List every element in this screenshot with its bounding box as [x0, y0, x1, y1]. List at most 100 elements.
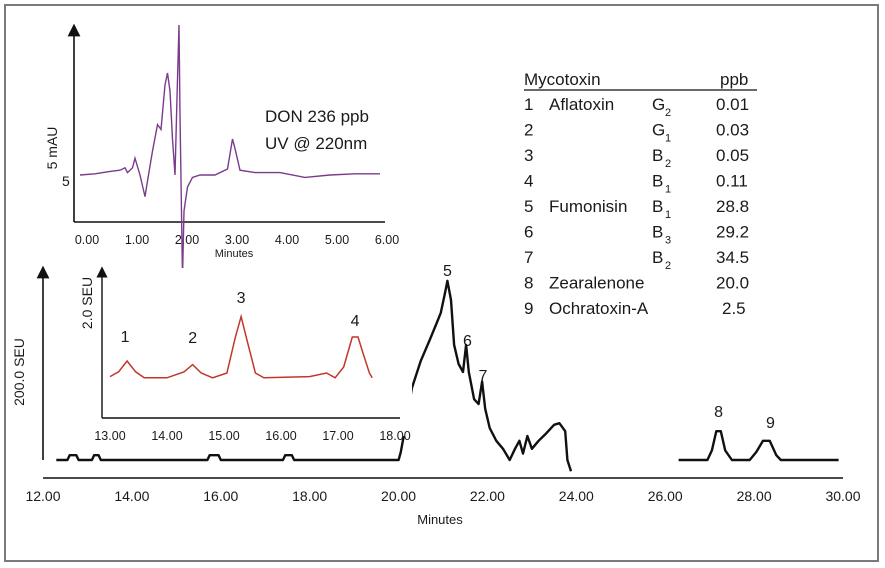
main-x-tick-label: 16.00	[203, 488, 238, 504]
main-x-tick-labels: 12.00 14.00 16.00 18.00 20.00 22.00 24.00 26.00…	[25, 488, 860, 504]
seu-peak-label: 1	[121, 329, 130, 346]
table-header-ppb: ppb	[720, 70, 748, 89]
seu-x-tick-label: 18.00	[379, 429, 410, 443]
main-y-axis-title: 200.0 SEU	[11, 338, 27, 406]
table-row-name: Aflatoxin	[549, 95, 614, 114]
seu-peak-label: 3	[237, 290, 246, 307]
table-row-form: B	[652, 146, 663, 165]
seu-x-tick-label: 14.00	[151, 429, 182, 443]
seu-x-tick-label: 17.00	[322, 429, 353, 443]
main-peak-label: 5	[443, 263, 452, 280]
don-x-tick-label: 6.00	[375, 233, 399, 247]
table-row: 3 B 2 0.05	[524, 146, 749, 170]
table-row: 8 Zearalenone 20.0	[524, 274, 749, 293]
don-x-tick-label: 3.00	[225, 233, 249, 247]
don-y-axis-title: 5 mAU	[44, 127, 60, 170]
seu-y-axis-title: 2.0 SEU	[79, 277, 95, 329]
don-trace-line	[79, 24, 380, 278]
don-x-tick-label: 2.00	[175, 233, 199, 247]
table-row: 9 Ochratoxin-A 2.5	[524, 299, 746, 318]
main-x-tick-label: 26.00	[648, 488, 683, 504]
table-rows: 1 Aflatoxin G 2 0.012 G 1 0.033 B 2 0.054 B 1 0.115 Fu…	[524, 95, 749, 318]
main-x-tick-label: 30.00	[825, 488, 860, 504]
table-row-ppb: 28.8	[716, 197, 749, 216]
seu-inset-background	[100, 268, 412, 436]
table-row-ppb: 34.5	[716, 248, 749, 267]
table-row-number: 4	[524, 172, 533, 191]
table-row-form-subscript: 1	[665, 209, 671, 221]
don-x-tick-label: 1.00	[125, 233, 149, 247]
table-row-name: Ochratoxin-A	[549, 299, 649, 318]
don-x-tick-label: 0.00	[75, 233, 99, 247]
main-chart: 12.00 14.00 16.00 18.00 20.00 22.00 24.00 26.00…	[11, 263, 861, 527]
table-header-mycotoxin: Mycotoxin	[524, 70, 601, 89]
table-row-form: G	[652, 121, 665, 140]
table-row-form-subscript: 1	[665, 133, 671, 145]
table-row-ppb: 2.5	[722, 299, 746, 318]
seu-peak-labels: 1 2 3 4	[121, 290, 360, 347]
table-row: 6 B 3 29.2	[524, 223, 749, 247]
table-row-number: 6	[524, 223, 533, 242]
seu-peak-label: 2	[188, 330, 197, 347]
don-y-tick-label: 5	[62, 173, 70, 189]
table-row: 5 Fumonisin B 1 28.8	[524, 197, 749, 221]
table-row-ppb: 0.01	[716, 95, 749, 114]
table-row: 2 G 1 0.03	[524, 121, 749, 145]
don-x-tick-label: 5.00	[325, 233, 349, 247]
table-row-form: B	[652, 223, 663, 242]
main-x-tick-label: 22.00	[470, 488, 505, 504]
table-row-ppb: 0.11	[716, 172, 748, 191]
main-peak-label: 8	[714, 404, 723, 421]
table-row-form: B	[652, 172, 663, 191]
table-row-number: 5	[524, 197, 533, 216]
main-peak-labels: 5 6 7 8 9	[443, 263, 775, 432]
main-x-tick-label: 12.00	[25, 488, 60, 504]
table-row-name: Fumonisin	[549, 197, 627, 216]
don-x-axis-title: Minutes	[215, 248, 254, 260]
main-x-tick-label: 24.00	[559, 488, 594, 504]
table-row: 4 B 1 0.11	[524, 172, 748, 196]
table-row-ppb: 29.2	[716, 223, 749, 242]
main-peak-label: 7	[479, 368, 488, 385]
seu-trace-line	[109, 313, 373, 379]
table-row-number: 9	[524, 299, 533, 318]
seu-x-tick-label: 15.00	[208, 429, 239, 443]
table-row-form-subscript: 1	[665, 184, 671, 196]
main-x-tick-label: 20.00	[381, 488, 416, 504]
main-x-tick-label: 28.00	[737, 488, 772, 504]
seu-x-tick-label: 16.00	[265, 429, 296, 443]
table-row-form-subscript: 2	[665, 107, 671, 119]
table-row-number: 7	[524, 248, 533, 267]
table-row-form-subscript: 2	[665, 158, 671, 170]
seu-x-tick-label: 13.00	[94, 429, 125, 443]
mycotoxin-table: Mycotoxin ppb 1 Aflatoxin G 2 0.012 G 1 0.033 B 2…	[524, 70, 757, 318]
table-row-form: B	[652, 248, 663, 267]
don-x-tick-label: 4.00	[275, 233, 299, 247]
don-title-line-2: UV @ 220nm	[265, 134, 367, 153]
main-x-tick-label: 14.00	[114, 488, 149, 504]
table-row-form-subscript: 2	[665, 260, 671, 272]
table-row: 7 B 2 34.5	[524, 248, 749, 272]
table-row-form: G	[652, 95, 665, 114]
main-x-tick-label: 18.00	[292, 488, 327, 504]
seu-x-tick-labels: 13.00 14.00 15.00 16.00 17.00 18.00	[94, 429, 410, 443]
table-row-ppb: 0.05	[716, 146, 749, 165]
table-row: 1 Aflatoxin G 2 0.01	[524, 95, 749, 119]
main-peak-label: 6	[463, 333, 472, 350]
table-row-form-subscript: 3	[665, 235, 671, 247]
table-row-name: Zearalenone	[549, 274, 644, 293]
table-row-ppb: 20.0	[716, 274, 749, 293]
main-trace-line-late	[678, 430, 839, 462]
don-title-line-1: DON 236 ppb	[265, 107, 369, 126]
main-x-axis-title: Minutes	[417, 512, 463, 527]
figure-frame	[4, 4, 879, 562]
main-trace-line	[56, 279, 573, 472]
seu-peak-label: 4	[351, 313, 360, 330]
table-row-ppb: 0.03	[716, 121, 749, 140]
table-row-number: 3	[524, 146, 533, 165]
table-row-form: B	[652, 197, 663, 216]
main-peak-label: 9	[766, 415, 775, 432]
table-row-number: 2	[524, 121, 533, 140]
table-row-number: 8	[524, 274, 533, 293]
